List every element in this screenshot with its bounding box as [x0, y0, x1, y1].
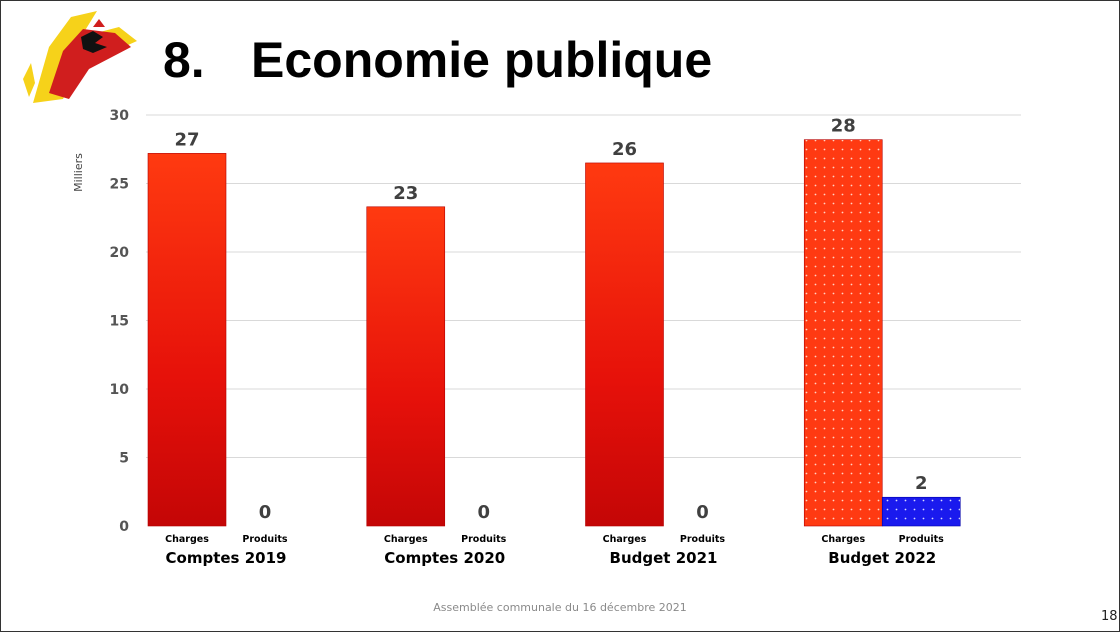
category-label: Charges	[821, 534, 865, 545]
category-label: Produits	[242, 534, 288, 545]
data-label: 28	[831, 116, 856, 137]
category-label: Charges	[603, 534, 647, 545]
category-label: Charges	[384, 534, 428, 545]
y-tick-label: 0	[119, 519, 129, 535]
y-tick-label: 25	[110, 177, 129, 193]
data-label: 2	[915, 473, 928, 494]
group-label: Comptes 2019	[166, 549, 287, 567]
data-label: 0	[696, 502, 709, 523]
title-text: Economie publique	[251, 32, 713, 88]
data-label: 0	[477, 502, 490, 523]
group-label: Comptes 2020	[384, 549, 505, 567]
y-tick-label: 15	[110, 314, 129, 330]
y-tick-label: 20	[110, 245, 130, 261]
group-label: Budget 2022	[828, 549, 936, 567]
data-label: 23	[393, 183, 418, 204]
bar-produits-4	[881, 496, 961, 527]
data-label: 0	[259, 502, 272, 523]
category-label: Produits	[899, 534, 945, 545]
bar-charges-3	[585, 162, 664, 527]
rooster-emblem-logo	[23, 11, 137, 103]
y-tick-label: 30	[110, 108, 130, 124]
footer-text: Assemblée communale du 16 décembre 2021	[433, 601, 687, 614]
data-label: 26	[612, 139, 637, 160]
category-label: Charges	[165, 534, 209, 545]
bar-charges-1	[147, 153, 227, 527]
data-label: 27	[174, 129, 199, 150]
title-number: 8.	[163, 32, 205, 88]
y-tick-label: 5	[119, 451, 129, 467]
bar-charges-4	[803, 139, 883, 527]
group-label: Budget 2021	[610, 549, 718, 567]
page-number: 18	[1101, 609, 1118, 624]
y-tick-label: 10	[110, 382, 130, 398]
category-label: Produits	[680, 534, 726, 545]
bar-charges-2	[366, 206, 446, 527]
category-label: Produits	[461, 534, 507, 545]
page-title: 8. Economie publique	[163, 35, 712, 85]
